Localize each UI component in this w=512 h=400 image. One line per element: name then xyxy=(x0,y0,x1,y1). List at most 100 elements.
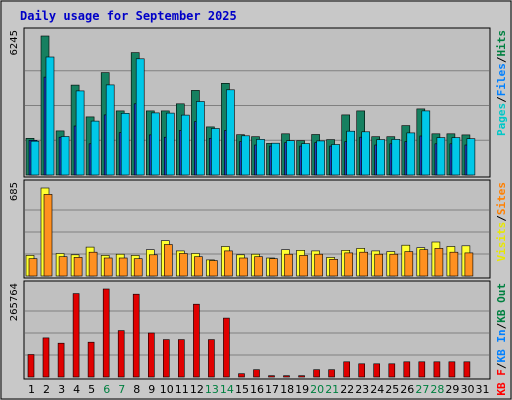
bar-pages-day-29 xyxy=(451,137,461,176)
bar-sites-day-27 xyxy=(419,249,429,277)
bar-sites-day-21 xyxy=(329,258,338,277)
bar-pages-day-25 xyxy=(391,139,401,176)
panel-pages-files-hits: 6245 xyxy=(9,27,491,178)
legend-separator: / xyxy=(495,215,508,222)
x-tick-label: 23 xyxy=(355,383,369,396)
bar-pages-day-24 xyxy=(376,139,386,176)
bar-pages-day-1 xyxy=(30,140,40,176)
legend-kb: KB F/KB In/KB Out xyxy=(495,283,508,396)
panel-kbf-sites-visits: 685 xyxy=(9,179,491,279)
bar-kb-f-day-28 xyxy=(433,361,441,378)
bar-sites-day-12 xyxy=(194,256,203,277)
x-tick-label: 17 xyxy=(265,383,279,396)
bar-sites-day-18 xyxy=(284,253,293,277)
x-tick-label: 4 xyxy=(73,383,80,396)
bar-kb-f-day-10 xyxy=(163,339,170,378)
bar-sites-day-25 xyxy=(389,253,399,277)
bar-sites-day-2 xyxy=(43,194,53,277)
x-tick-label: 14 xyxy=(220,383,234,396)
bar-pages-day-28 xyxy=(436,137,446,176)
legend-separator: / xyxy=(495,56,508,63)
x-tick-label: 12 xyxy=(190,383,204,396)
bar-pages-day-11 xyxy=(181,114,190,176)
bar-sites-day-14 xyxy=(224,250,233,277)
bar-kb-f-day-29 xyxy=(448,361,456,378)
legend-pages-files-hits: Pages/Files/Hits xyxy=(495,30,508,136)
bar-sites-day-30 xyxy=(464,252,474,277)
x-tick-label: 27 xyxy=(415,383,429,396)
bar-pages-day-7 xyxy=(120,113,130,176)
bar-kb-f-day-3 xyxy=(57,342,65,378)
bar-pages-day-3 xyxy=(60,136,70,176)
bar-pages-day-9 xyxy=(151,112,160,176)
bar-pages-day-8 xyxy=(135,58,145,176)
bar-sites-day-24 xyxy=(374,253,384,277)
legend-entry: KB F xyxy=(495,369,508,396)
bar-pages-day-16 xyxy=(256,139,265,176)
x-tick-label: 18 xyxy=(280,383,294,396)
bar-pages-day-17 xyxy=(271,142,280,176)
bar-pages-day-30 xyxy=(466,138,476,176)
bar-sites-day-22 xyxy=(344,252,354,277)
bar-sites-day-20 xyxy=(314,253,323,277)
bar-sites-day-4 xyxy=(73,257,83,277)
bar-kb-f-day-26 xyxy=(403,361,411,378)
bar-pages-day-2 xyxy=(45,56,55,176)
legend-entry: Pages xyxy=(495,103,508,136)
bar-pages-day-5 xyxy=(90,120,100,176)
x-tick-label: 28 xyxy=(430,383,444,396)
x-tick-label: 19 xyxy=(295,383,309,396)
bar-pages-day-4 xyxy=(75,90,85,176)
x-tick-label: 6 xyxy=(103,383,110,396)
legend-separator: / xyxy=(495,322,508,329)
x-tick-label: 31 xyxy=(476,383,490,396)
bar-pages-day-12 xyxy=(196,101,205,176)
bar-pages-day-19 xyxy=(301,143,310,176)
bar-sites-day-28 xyxy=(434,248,444,277)
bar-kb-f-day-18 xyxy=(283,375,290,378)
bar-pages-day-21 xyxy=(331,144,340,176)
bar-pages-day-23 xyxy=(361,131,371,176)
bar-kb-f-day-16 xyxy=(253,369,260,378)
y-max-label: 685 xyxy=(9,182,20,201)
bar-kb-f-day-22 xyxy=(343,361,351,378)
x-tick-label: 3 xyxy=(58,383,65,396)
x-tick-label: 22 xyxy=(340,383,354,396)
bar-kb-f-day-19 xyxy=(298,375,305,378)
bar-pages-day-15 xyxy=(241,135,250,176)
bar-sites-day-26 xyxy=(404,251,414,277)
x-tick-label: 1 xyxy=(28,383,35,396)
bar-pages-day-14 xyxy=(226,89,235,176)
bar-kb-f-day-8 xyxy=(132,293,140,378)
x-tick-label: 13 xyxy=(205,383,219,396)
chart-title: Daily usage for September 2025 xyxy=(20,9,237,23)
bar-sites-day-13 xyxy=(209,260,218,277)
panel-frame xyxy=(23,280,491,380)
legend-separator: / xyxy=(495,96,508,103)
legend-entry: KB In xyxy=(495,329,508,362)
bar-kb-f-day-17 xyxy=(268,375,275,378)
x-tick-label: 2 xyxy=(43,383,50,396)
x-tick-label: 9 xyxy=(148,383,155,396)
bar-kb-f-day-1 xyxy=(27,354,35,378)
bar-kb-f-day-13 xyxy=(208,339,215,378)
legend-separator: / xyxy=(495,362,508,369)
legend-entry: Hits xyxy=(495,30,508,57)
bar-kb-f-day-25 xyxy=(388,363,396,378)
bar-pages-day-22 xyxy=(346,130,356,176)
bar-kb-f-day-11 xyxy=(178,339,185,378)
bar-kb-f-day-7 xyxy=(117,330,125,378)
bar-kb-f-day-27 xyxy=(418,361,426,378)
bar-kb-f-day-21 xyxy=(328,369,335,378)
legend-entry: Visits xyxy=(495,222,508,262)
bar-pages-day-27 xyxy=(421,110,431,176)
bar-sites-day-3 xyxy=(58,256,68,277)
bar-kb-f-day-9 xyxy=(148,332,155,378)
bar-sites-day-8 xyxy=(133,258,143,277)
x-tick-label: 29 xyxy=(445,383,459,396)
bar-kb-f-day-2 xyxy=(42,337,50,378)
bar-sites-day-15 xyxy=(239,257,248,277)
x-tick-label: 30 xyxy=(461,383,475,396)
bar-sites-day-16 xyxy=(254,256,263,277)
